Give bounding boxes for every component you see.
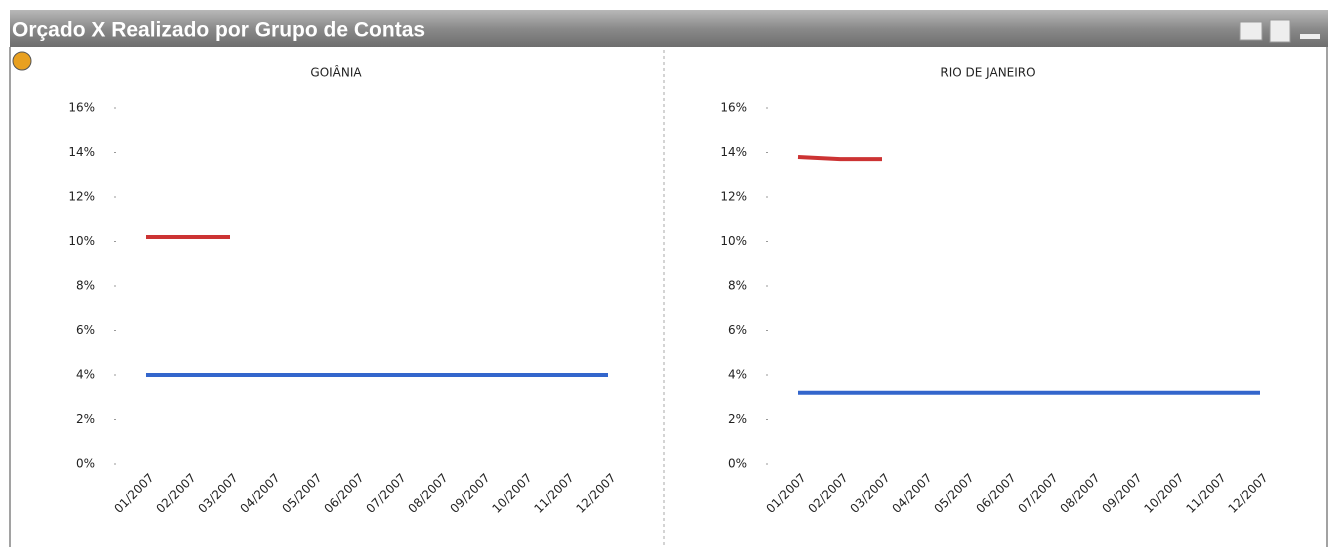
- refresh-icon[interactable]: [12, 51, 32, 71]
- x-tick-label: 12/2007: [573, 471, 618, 516]
- y-tick-label: 8%: [728, 279, 747, 293]
- y-tick-label: 2%: [76, 412, 95, 426]
- y-tick-label: 10%: [68, 234, 95, 248]
- x-tick-label: 10/2007: [489, 471, 534, 516]
- y-tick-label: 0%: [728, 457, 747, 471]
- x-tick-label: 02/2007: [153, 471, 198, 516]
- y-tick-label: 4%: [76, 368, 95, 382]
- x-tick-label: 09/2007: [447, 471, 492, 516]
- y-tick-label: 6%: [76, 323, 95, 337]
- x-tick-label: 06/2007: [321, 471, 366, 516]
- y-tick-label: 4%: [728, 368, 747, 382]
- y-tick-label: 14%: [720, 145, 747, 159]
- x-tick-label: 07/2007: [1015, 471, 1060, 516]
- y-tick-label: 16%: [720, 101, 747, 115]
- window-title: Orçado X Realizado por Grupo de Contas: [12, 19, 425, 42]
- x-tick-label: 01/2007: [763, 471, 808, 516]
- y-tick-label: 16%: [68, 101, 95, 115]
- y-tick-label: 6%: [728, 323, 747, 337]
- export-icon[interactable]: [1269, 19, 1291, 43]
- title-bar: [10, 10, 1328, 47]
- x-tick-label: 04/2007: [889, 471, 934, 516]
- y-tick-label: 0%: [76, 457, 95, 471]
- y-tick-label: 10%: [720, 234, 747, 248]
- y-tick-label: 12%: [720, 190, 747, 204]
- line-series: [797, 154, 882, 162]
- x-tick-label: 11/2007: [531, 471, 576, 516]
- y-tick-label: 14%: [68, 145, 95, 159]
- x-tick-label: 08/2007: [1057, 471, 1102, 516]
- x-tick-label: 08/2007: [405, 471, 450, 516]
- x-tick-label: 03/2007: [195, 471, 240, 516]
- chart-title: GOIÂNIA: [310, 65, 362, 80]
- y-tick-label: 2%: [728, 412, 747, 426]
- x-tick-label: 06/2007: [973, 471, 1018, 516]
- y-tick-label: 12%: [68, 190, 95, 204]
- chart-title: RIO DE JANEIRO: [940, 66, 1035, 80]
- x-tick-label: 07/2007: [363, 471, 408, 516]
- x-tick-label: 05/2007: [279, 471, 324, 516]
- x-tick-label: 11/2007: [1183, 471, 1228, 516]
- print-icon[interactable]: [1239, 21, 1263, 41]
- x-tick-label: 10/2007: [1141, 471, 1186, 516]
- x-tick-label: 03/2007: [847, 471, 892, 516]
- x-tick-label: 02/2007: [805, 471, 850, 516]
- x-tick-label: 12/2007: [1225, 471, 1270, 516]
- y-tick-label: 8%: [76, 279, 95, 293]
- x-tick-label: 04/2007: [237, 471, 282, 516]
- x-tick-label: 01/2007: [111, 471, 156, 516]
- x-tick-label: 05/2007: [931, 471, 976, 516]
- x-tick-label: 09/2007: [1099, 471, 1144, 516]
- minimize-icon[interactable]: [1300, 34, 1320, 39]
